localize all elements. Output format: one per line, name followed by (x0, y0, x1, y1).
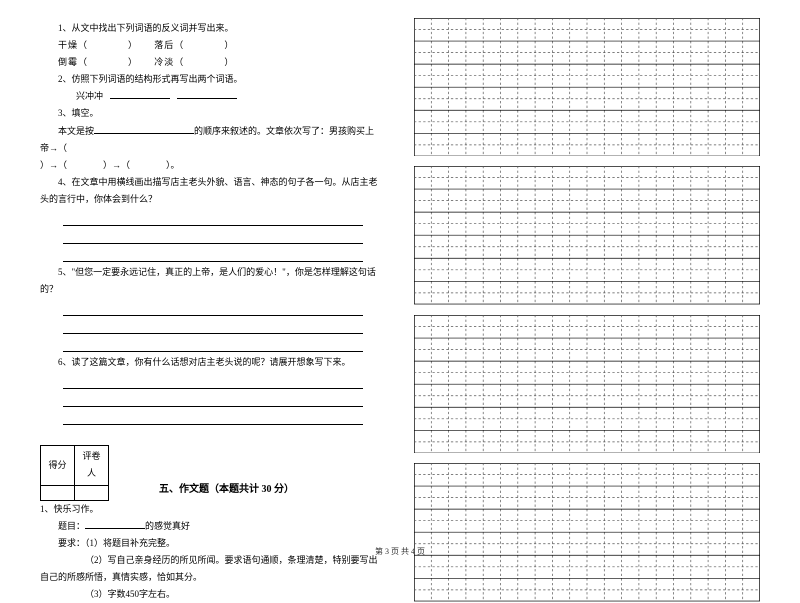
pair-text: 倒霉（ (58, 57, 88, 67)
q5-prompt: 5、"但您一定要永远记住，真正的上帝，是人们的爱心！"，你是怎样理解这句话的？ (40, 264, 382, 298)
pair-gap[interactable] (88, 40, 128, 50)
composition-topic: 题目： 的感觉真好 (40, 518, 382, 535)
pair-text: ） (224, 40, 234, 50)
q3-text: 本文是按 (58, 126, 94, 136)
writing-grid-block[interactable] (414, 166, 760, 304)
answer-line[interactable] (63, 318, 364, 334)
topic-label: 题目： (58, 521, 85, 531)
q2-prompt: 2、仿照下列词语的结构形式再写出两个词语。 (40, 71, 382, 88)
page-footer: 第 3 页 共 4 页 (0, 546, 800, 557)
answer-line[interactable] (63, 246, 364, 262)
answer-line[interactable] (63, 409, 364, 425)
q3-tail: ）→（ ）→（ ）。 (40, 157, 382, 174)
pair-text: 干燥（ (58, 40, 88, 50)
writing-grid-block[interactable] (414, 463, 760, 601)
composition-l1: 1、快乐习作。 (40, 501, 382, 518)
answer-line[interactable] (63, 300, 364, 316)
answer-line[interactable] (63, 210, 364, 226)
answer-line[interactable] (63, 228, 364, 244)
pair-gap[interactable] (88, 57, 128, 67)
writing-grid-block[interactable] (414, 18, 760, 156)
q1-row-2: 倒霉（ ） 冷淡（ ） (40, 54, 382, 71)
q3-blank[interactable] (94, 124, 194, 134)
pair-text: 落后（ (154, 40, 184, 50)
pair-text: ） (128, 57, 138, 67)
score-cell[interactable] (41, 485, 75, 500)
topic-blank[interactable] (85, 519, 145, 529)
section-row: 得分 评卷人 五、作文题（本题共计 30 分） (40, 427, 382, 500)
q3-prompt: 3、填空。 (40, 105, 382, 122)
q2-word: 兴冲冲 (76, 91, 103, 101)
answer-line[interactable] (63, 391, 364, 407)
score-header: 得分 (41, 446, 75, 485)
pair-text: ） (128, 40, 138, 50)
writing-grid-column (400, 0, 800, 565)
grader-cell[interactable] (75, 485, 109, 500)
writing-grid-block[interactable] (414, 315, 760, 453)
grader-header: 评卷人 (75, 446, 109, 485)
topic-suffix: 的感觉真好 (145, 521, 190, 531)
q3-body: 本文是按的顺序来叙述的。文章依次写了：男孩购买上帝→（ (40, 123, 382, 157)
req-item: （3）字数450字左右。 (40, 586, 382, 603)
score-table: 得分 评卷人 (40, 445, 109, 500)
pair-text: ） (224, 57, 234, 67)
pair-gap[interactable] (184, 40, 224, 50)
answer-line[interactable] (63, 336, 364, 352)
q4-prompt: 4、在文章中用横线画出描写店主老头外貌、语言、神态的句子各一句。从店主老头的言行… (40, 174, 382, 208)
q2-word-row: 兴冲冲 (40, 88, 382, 105)
section-title: 五、作文题（本题共计 30 分） (159, 480, 294, 499)
answer-line[interactable] (63, 373, 364, 389)
q2-blank-2[interactable] (177, 89, 237, 99)
q6-prompt: 6、读了这篇文章，你有什么话想对店主老头说的呢？请展开想象写下来。 (40, 354, 382, 371)
q1-prompt: 1、从文中找出下列词语的反义词并写出来。 (40, 20, 382, 37)
q2-blank-1[interactable] (110, 89, 170, 99)
pair-gap[interactable] (184, 57, 224, 67)
pair-text: 冷淡（ (154, 57, 184, 67)
q1-row-1: 干燥（ ） 落后（ ） (40, 37, 382, 54)
